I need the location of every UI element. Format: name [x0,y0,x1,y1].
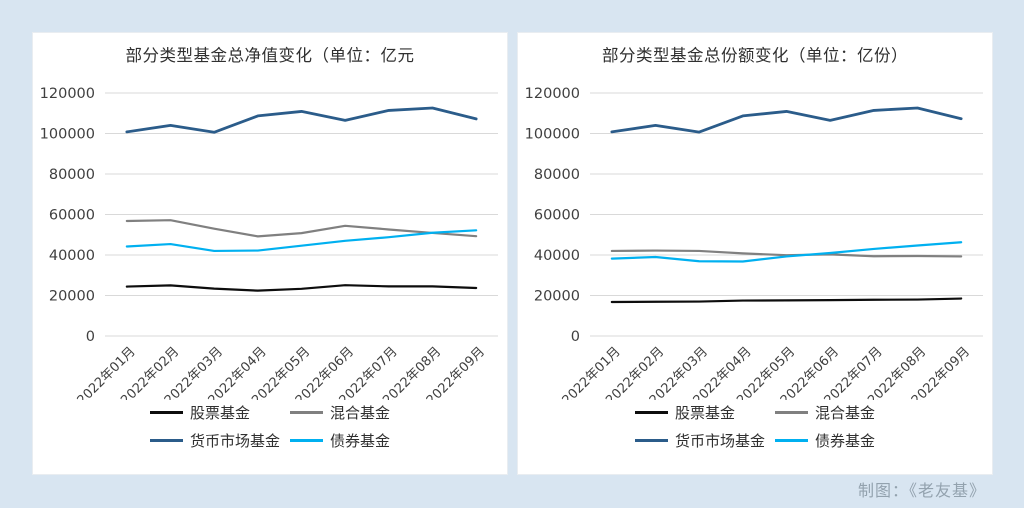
y-axis-tick-label: 60000 [534,208,580,224]
legend-line-swatch [149,439,183,442]
legend-line-swatch [634,411,668,414]
y-axis-tick-label: 20000 [49,289,95,305]
legend-label: 货币市场基金 [674,432,765,450]
y-axis-tick-label: 20000 [534,289,580,305]
chart-legend: 股票基金 混合基金货币市场基金 债券基金 [634,402,875,451]
legend-item-stock-fund: 股票基金 [149,402,280,423]
chart-credit: 制图：《老友基》 [857,481,986,500]
chart-legend: 股票基金 混合基金货币市场基金 债券基金 [149,402,390,451]
line-chart-shares: 0200004000060000800001000001200002022年01… [525,86,983,400]
y-axis-tick-label: 100000 [525,127,580,143]
legend-item-bond-fund: 债券基金 [775,430,875,451]
bond-fund-line [610,241,963,263]
stock-fund-line [610,297,963,304]
chart-title: 部分类型基金总份额变化（单位：亿份） [602,46,908,65]
bond-fund-line [125,229,478,253]
y-axis-tick-label: 120000 [525,86,580,102]
hybrid-fund-line [125,219,478,238]
legend-label: 货币市场基金 [189,432,280,450]
hybrid-fund-line [610,249,963,258]
legend-item-hybrid-fund: 混合基金 [290,402,390,423]
legend-line-swatch [775,439,808,442]
legend-label: 混合基金 [330,404,391,422]
legend-line-swatch [775,411,808,414]
legend-line-swatch [634,439,668,442]
chart-title: 部分类型基金总净值变化（单位：亿元 [125,46,415,65]
y-axis-tick-label: 120000 [40,86,95,102]
legend-item-money-market-fund: 货币市场基金 [149,430,280,451]
y-axis-tick-label: 0 [571,329,580,345]
legend-line-swatch [149,411,183,414]
legend-line-swatch [290,411,323,414]
legend-label: 债券基金 [330,432,391,450]
legend-line-swatch [290,439,323,442]
line-chart-net-value: 0200004000060000800001000001200002022年01… [40,86,498,400]
y-axis-tick-label: 40000 [49,248,95,264]
legend-item-money-market-fund: 货币市场基金 [634,430,765,451]
chart-panel-net-value: 部分类型基金总净值变化（单位：亿元 0 20000 40000 60000 80000 1… [32,32,508,475]
chart-panel-shares: 部分类型基金总份额变化（单位：亿份） 0 20000 40000 60000 80000… [517,32,993,475]
legend-item-hybrid-fund: 混合基金 [775,402,875,423]
money-market-fund-line [125,106,478,134]
y-axis-tick-label: 100000 [40,127,95,143]
legend-label: 债券基金 [815,432,876,450]
legend-label: 股票基金 [189,404,250,422]
money-market-fund-line [610,106,963,134]
legend-label: 股票基金 [674,404,735,422]
legend-item-stock-fund: 股票基金 [634,402,765,423]
y-axis-tick-label: 80000 [534,167,580,183]
y-axis-tick-label: 80000 [49,167,95,183]
stock-fund-line [125,284,478,292]
legend-label: 混合基金 [815,404,876,422]
y-axis-tick-label: 0 [86,329,95,345]
legend-item-bond-fund: 债券基金 [290,430,390,451]
y-axis-tick-label: 40000 [534,248,580,264]
y-axis-tick-label: 60000 [49,208,95,224]
